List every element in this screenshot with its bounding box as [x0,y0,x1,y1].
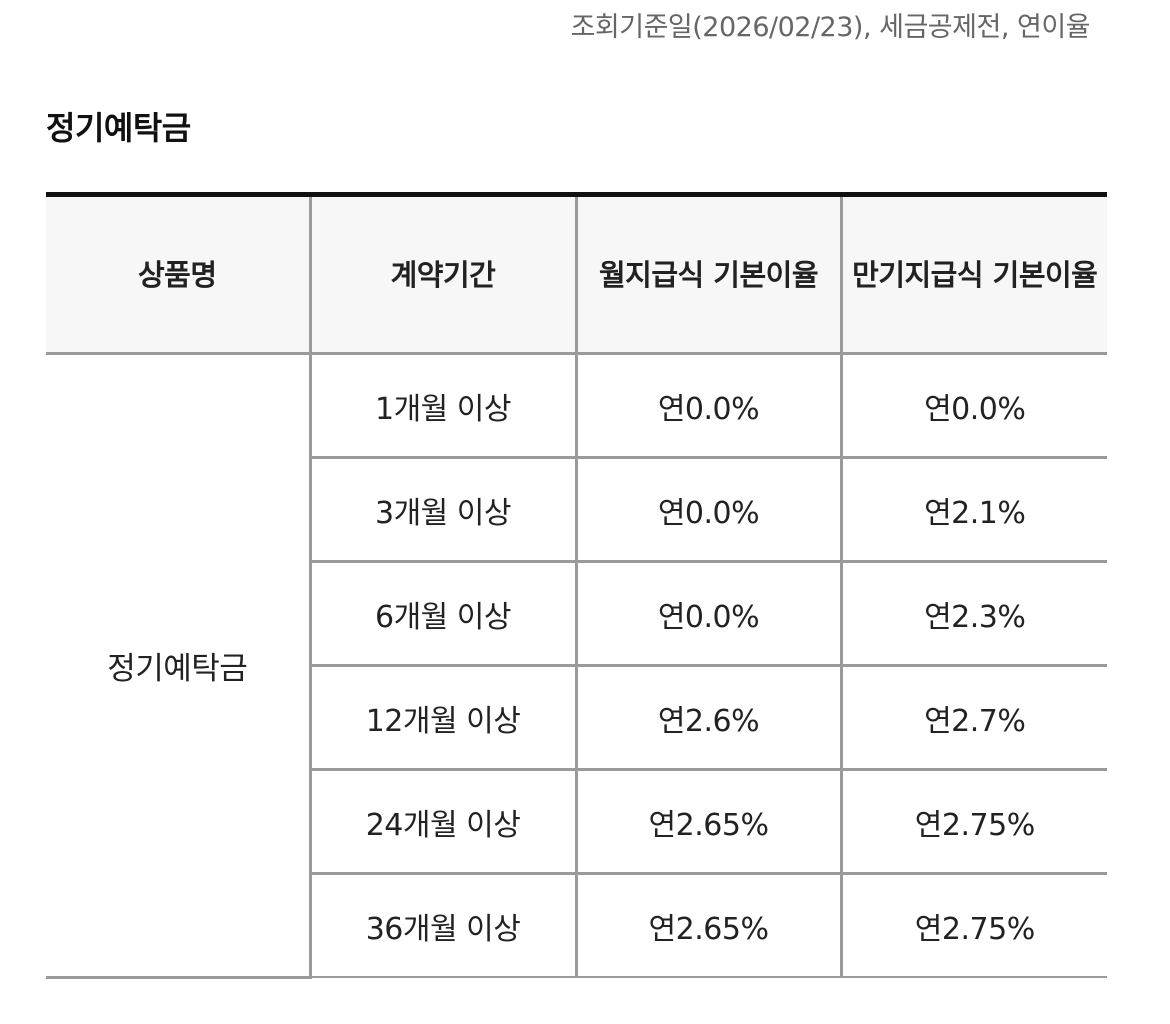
period-cell: 12개월 이상 [308,665,576,771]
monthly-rate-cell: 연2.6% [574,665,841,771]
product-name-cell: 정기예탁금 [46,353,310,979]
table-row: 6개월 이상 연0.0% 연2.3% [46,561,1107,667]
header-maturity-payment-rate: 만기지급식 기본이율 [839,194,1107,355]
monthly-rate-cell: 연2.65% [574,769,841,875]
table-row: 24개월 이상 연2.65% 연2.75% [46,769,1107,875]
monthly-rate-cell: 연2.65% [574,873,841,977]
period-cell: 6개월 이상 [308,561,576,667]
monthly-rate-cell: 연0.0% [574,561,841,667]
header-product-name: 상품명 [46,194,310,355]
monthly-rate-cell: 연0.0% [574,353,841,459]
monthly-rate-cell: 연0.0% [574,457,841,563]
period-cell: 24개월 이상 [308,769,576,875]
header-contract-period: 계약기간 [308,194,576,355]
header-monthly-payment-rate: 월지급식 기본이율 [574,194,841,355]
maturity-rate-cell: 연2.75% [839,873,1107,977]
table-row: 3개월 이상 연0.0% 연2.1% [46,457,1107,563]
table-row: 12개월 이상 연2.6% 연2.7% [46,665,1107,771]
period-cell: 1개월 이상 [308,353,576,459]
maturity-rate-cell: 연2.7% [839,665,1107,771]
table-header-row: 상품명 계약기간 월지급식 기본이율 만기지급식 기본이율 [46,194,1107,355]
maturity-rate-cell: 연2.75% [839,769,1107,875]
maturity-rate-cell: 연0.0% [839,353,1107,459]
maturity-rate-cell: 연2.3% [839,561,1107,667]
deposit-rate-table: 상품명 계약기간 월지급식 기본이율 만기지급식 기본이율 정기예탁금 1개월 … [46,192,1107,979]
rate-basis-note: 조회기준일(2026/02/23), 세금공제전, 연이율 [570,12,1091,43]
period-cell: 36개월 이상 [308,873,576,977]
table-row: 36개월 이상 연2.65% 연2.75% [46,873,1107,977]
period-cell: 3개월 이상 [308,457,576,563]
maturity-rate-cell: 연2.1% [839,457,1107,563]
table-row: 정기예탁금 1개월 이상 연0.0% 연0.0% [46,353,1107,979]
section-title: 정기예탁금 [46,109,191,147]
